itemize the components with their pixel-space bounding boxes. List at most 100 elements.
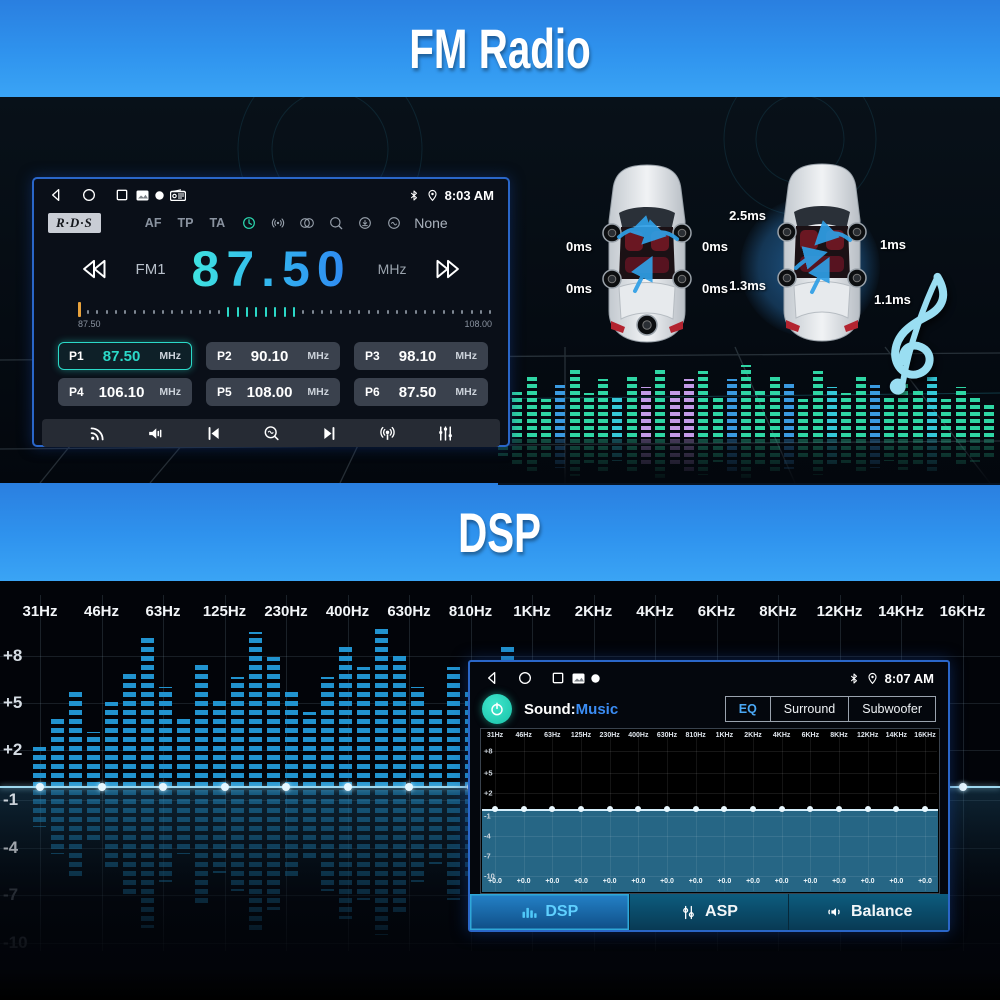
power-icon[interactable] <box>482 694 512 724</box>
eq-band-node[interactable] <box>807 806 814 812</box>
download-icon[interactable] <box>357 215 373 231</box>
bg-freq-label: 2KHz <box>574 603 613 620</box>
preset-label: P6 <box>365 385 380 399</box>
mode-button-eq[interactable]: EQ <box>738 702 757 716</box>
eq-band-node[interactable] <box>836 806 842 812</box>
graph-freq-label: 1KHz <box>715 732 734 739</box>
scan-icon[interactable] <box>262 424 281 443</box>
preset-button-p2[interactable]: P2 90.10 MHz <box>206 342 340 370</box>
signal-icon[interactable] <box>270 215 286 231</box>
search-icon[interactable] <box>328 215 344 231</box>
spectrum-bar <box>941 399 952 437</box>
rds-flag-tp[interactable]: TP <box>177 216 194 230</box>
back-icon[interactable] <box>484 670 500 686</box>
eq-band-node[interactable] <box>721 806 728 812</box>
eq-band-node[interactable] <box>778 806 785 812</box>
spectrum-bar <box>755 389 766 437</box>
eq-band-gain: +0.0 <box>574 878 588 885</box>
home-icon[interactable] <box>517 670 533 686</box>
fm-section: 8:03 AM R·D·S AF TP TA None FM1 87.50 MHz … <box>0 97 1000 485</box>
preset-button-p1[interactable]: P1 87.50 MHz <box>58 342 192 370</box>
prev-track-icon[interactable] <box>204 424 223 443</box>
preset-frequency: 90.10 <box>250 347 289 365</box>
preset-button-p6[interactable]: P6 87.50 MHz <box>354 378 488 406</box>
eq-graph[interactable]: 31Hz 46Hz 63Hz 125Hz 230Hz 400Hz 630Hz 810Hz 1KH… <box>480 728 940 894</box>
eq-band-node[interactable] <box>750 806 756 812</box>
sound-mode-value: Music <box>575 700 619 718</box>
scan-wave-icon[interactable] <box>386 215 402 231</box>
scale-tick <box>96 310 99 314</box>
rds-row: R·D·S AF TP TA None <box>34 210 508 236</box>
band-label[interactable]: FM1 <box>135 260 166 278</box>
eq-band-node[interactable] <box>578 806 584 812</box>
rds-flag-af[interactable]: AF <box>144 216 162 230</box>
seek-down-icon[interactable] <box>78 255 110 283</box>
eq-band-node[interactable] <box>635 806 642 812</box>
rss-icon[interactable] <box>88 424 107 443</box>
home-icon[interactable] <box>81 187 97 203</box>
car-right-with-delay <box>772 157 872 347</box>
bg-eq-bar <box>123 672 136 787</box>
eq-band-gain: +0.0 <box>832 878 846 885</box>
sound-mode-label: Sound:Music <box>524 700 619 718</box>
mode-button-surround[interactable]: Surround <box>769 697 848 721</box>
recents-icon[interactable] <box>114 187 130 203</box>
ct-clock-icon[interactable] <box>241 215 257 231</box>
eq-band-node[interactable] <box>606 806 613 812</box>
preset-label: P5 <box>217 385 232 399</box>
scale-tick <box>320 310 323 314</box>
bg-eq-bar <box>231 677 244 787</box>
bg-eq-bar <box>213 697 226 787</box>
broadcast-icon[interactable] <box>378 424 397 443</box>
eq-band-gain: +0.0 <box>860 878 875 885</box>
spectrum-bar <box>841 393 852 437</box>
seek-up-icon[interactable] <box>432 255 464 283</box>
scale-tick <box>414 310 417 314</box>
spectrum-bar <box>884 397 895 437</box>
eq-band-node[interactable] <box>692 806 699 812</box>
preset-button-p4[interactable]: P4 106.10 MHz <box>58 378 192 406</box>
rds-flag-ta[interactable]: TA <box>209 216 226 230</box>
tab-asp[interactable]: ASP <box>628 894 789 930</box>
back-icon[interactable] <box>48 187 64 203</box>
scale-tick <box>367 310 370 314</box>
scale-tick <box>236 307 239 317</box>
tab-dsp[interactable]: DSP <box>470 894 629 930</box>
spectrum-bar <box>741 365 752 437</box>
eq-band-node[interactable] <box>664 806 670 812</box>
eq-band-node[interactable] <box>922 806 928 812</box>
mode-button-subwoofer[interactable]: Subwoofer <box>848 697 935 721</box>
eq-sliders-icon[interactable] <box>436 424 455 443</box>
bg-freq-label: 630Hz <box>387 603 431 620</box>
scale-tick <box>264 307 267 317</box>
eq-band-gain: +0.0 <box>602 878 617 885</box>
frequency-scale[interactable]: 87.50 108.00 <box>78 302 492 332</box>
tuner-row: FM1 87.50 MHz <box>34 239 508 299</box>
preset-button-p3[interactable]: P3 98.10 MHz <box>354 342 488 370</box>
bg-eq-node <box>958 783 967 791</box>
recents-icon[interactable] <box>550 670 566 686</box>
scale-tick <box>311 310 314 314</box>
delay-label-left-fl: 0ms <box>565 239 592 254</box>
eq-band-node[interactable] <box>492 806 498 812</box>
scale-tick <box>330 310 333 314</box>
bg-gain-label: +8 <box>3 646 23 665</box>
stereo-icon[interactable] <box>299 215 315 231</box>
volume-icon[interactable] <box>146 424 165 443</box>
next-track-icon[interactable] <box>320 424 339 443</box>
eq-band-node[interactable] <box>520 806 527 812</box>
eq-band-node[interactable] <box>549 806 556 812</box>
gallery-icon <box>572 673 585 684</box>
pty-selector[interactable]: None <box>414 215 448 231</box>
preset-button-p5[interactable]: P5 108.00 MHz <box>206 378 340 406</box>
eq-band-node[interactable] <box>893 806 900 812</box>
eq-band-node[interactable] <box>864 806 871 812</box>
spectrum-bar <box>598 379 609 437</box>
gallery-icon <box>136 190 149 201</box>
bg-eq-bar <box>321 677 334 787</box>
bg-eq-node <box>220 783 229 791</box>
bg-eq-bar <box>285 692 298 787</box>
spectrum-bar <box>984 403 995 437</box>
tab-balance[interactable]: Balance <box>788 894 949 930</box>
scale-tick <box>255 307 258 317</box>
